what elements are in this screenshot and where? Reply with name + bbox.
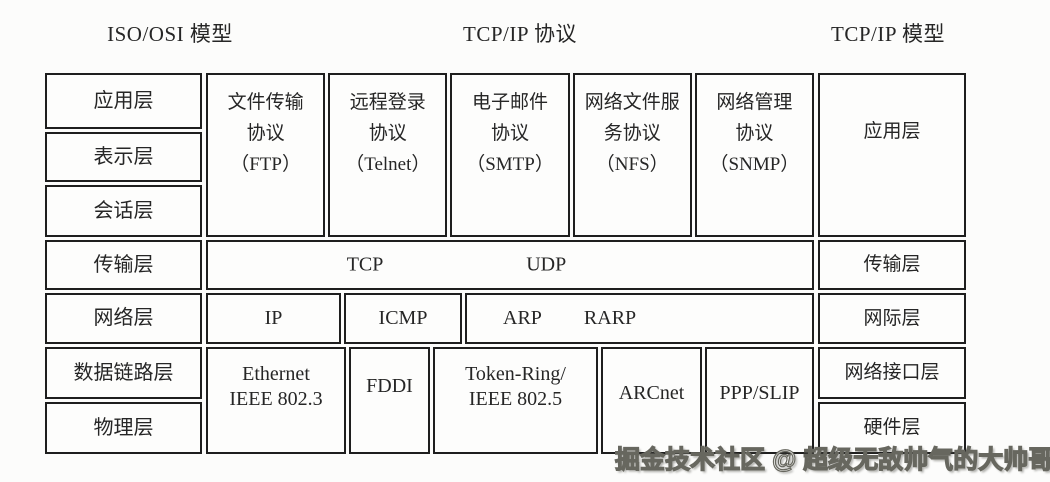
protocol-line: Token-Ring/: [465, 362, 566, 385]
protocol-cell-snmp: 网络管理 协议 （SNMP）: [694, 73, 815, 237]
protocol-line: IEEE 802.5: [468, 387, 563, 410]
protocol-cell-nfs: 网络文件服 务协议 （NFS）: [572, 73, 692, 237]
tcpip-protocols-column: 文件传输 协议 （FTP） 远程登录 协议 （Telnet） 电子邮件 协议 （…: [206, 73, 815, 454]
rarp-label: RARP: [583, 307, 637, 329]
protocol-cell-smtp: 电子邮件 协议 （SMTP）: [450, 73, 570, 237]
transport-protocols-cell: TCP UDP: [206, 240, 814, 290]
protocol-line: 协议: [368, 123, 407, 144]
osi-layer-presentation: 表示层: [45, 132, 202, 182]
protocol-cell-ip: IP: [206, 293, 341, 344]
protocol-line: （FTP）: [230, 154, 301, 175]
link-protocols-row: Ethernet IEEE 802.3 FDDI Token-Ring/ IEE…: [206, 347, 814, 454]
protocol-cell-icmp: ICMP: [344, 293, 462, 344]
comparison-table: 应用层 表示层 会话层 传输层 网络层 数据链路层 物理层 文件传输 协议 （F…: [45, 73, 966, 454]
osi-layer-network: 网络层: [45, 293, 202, 344]
protocol-line: 协议: [735, 123, 774, 144]
header-tcpip-protocols: TCP/IP 协议: [463, 22, 577, 46]
protocol-line: 远程登录: [349, 92, 426, 113]
protocol-cell-arp-rarp: ARP RARP: [465, 293, 814, 344]
osi-layer-application: 应用层: [45, 73, 202, 129]
tcpip-layer-application: 应用层: [818, 73, 966, 237]
protocol-line: 协议: [246, 123, 285, 144]
protocol-line: 网络文件服: [584, 92, 680, 113]
protocol-cell-telnet: 远程登录 协议 （Telnet）: [328, 73, 448, 237]
osi-layer-transport: 传输层: [45, 240, 202, 290]
protocol-line: 网络管理: [716, 92, 793, 113]
header-iso-osi-model: ISO/OSI 模型: [107, 22, 233, 46]
protocol-line: （NFS）: [595, 154, 669, 175]
protocol-line: 电子邮件: [472, 92, 549, 113]
application-protocols-row: 文件传输 协议 （FTP） 远程登录 协议 （Telnet） 电子邮件 协议 （…: [206, 73, 815, 237]
osi-layer-physical: 物理层: [45, 402, 202, 454]
tcp-label: TCP: [346, 253, 384, 276]
osi-model-column: 应用层 表示层 会话层 传输层 网络层 数据链路层 物理层: [45, 73, 202, 454]
protocol-line: Ethernet: [242, 362, 310, 385]
protocol-cell-arcnet: ARCnet: [601, 347, 702, 454]
protocol-line: （SMTP）: [466, 154, 554, 175]
tcpip-layer-transport: 传输层: [818, 240, 966, 290]
protocol-line: IEEE 802.3: [229, 387, 323, 410]
tcpip-layer-network-interface: 网络接口层: [818, 347, 966, 399]
protocol-cell-ppp-slip: PPP/SLIP: [705, 347, 814, 454]
udp-label: UDP: [526, 253, 567, 276]
protocol-cell-fddi: FDDI: [349, 347, 430, 454]
osi-layer-session: 会话层: [45, 185, 202, 237]
watermark-text: 掘金技术社区 @ 超级无敌帅气的大帅哥: [614, 445, 1050, 474]
header-tcpip-model: TCP/IP 模型: [831, 22, 945, 46]
tcpip-layer-internet: 网际层: [818, 293, 966, 344]
osi-layer-datalink: 数据链路层: [45, 347, 202, 399]
protocol-cell-ftp: 文件传输 协议 （FTP）: [206, 73, 326, 237]
protocol-line: 务协议: [603, 123, 661, 144]
tcpip-model-column: 应用层 传输层 网际层 网络接口层 硬件层: [818, 73, 966, 454]
protocol-line: （SNMP）: [709, 154, 800, 175]
tcpip-layer-hardware: 硬件层: [818, 402, 966, 454]
network-protocols-row: IP ICMP ARP RARP: [206, 293, 814, 344]
arp-label: ARP: [503, 307, 542, 329]
protocol-line: （Telnet）: [345, 154, 431, 175]
protocol-line: 协议: [491, 123, 530, 144]
protocol-cell-token-ring: Token-Ring/ IEEE 802.5: [433, 347, 598, 454]
protocol-line: 文件传输: [227, 92, 304, 113]
protocol-cell-ethernet: Ethernet IEEE 802.3: [206, 347, 346, 454]
